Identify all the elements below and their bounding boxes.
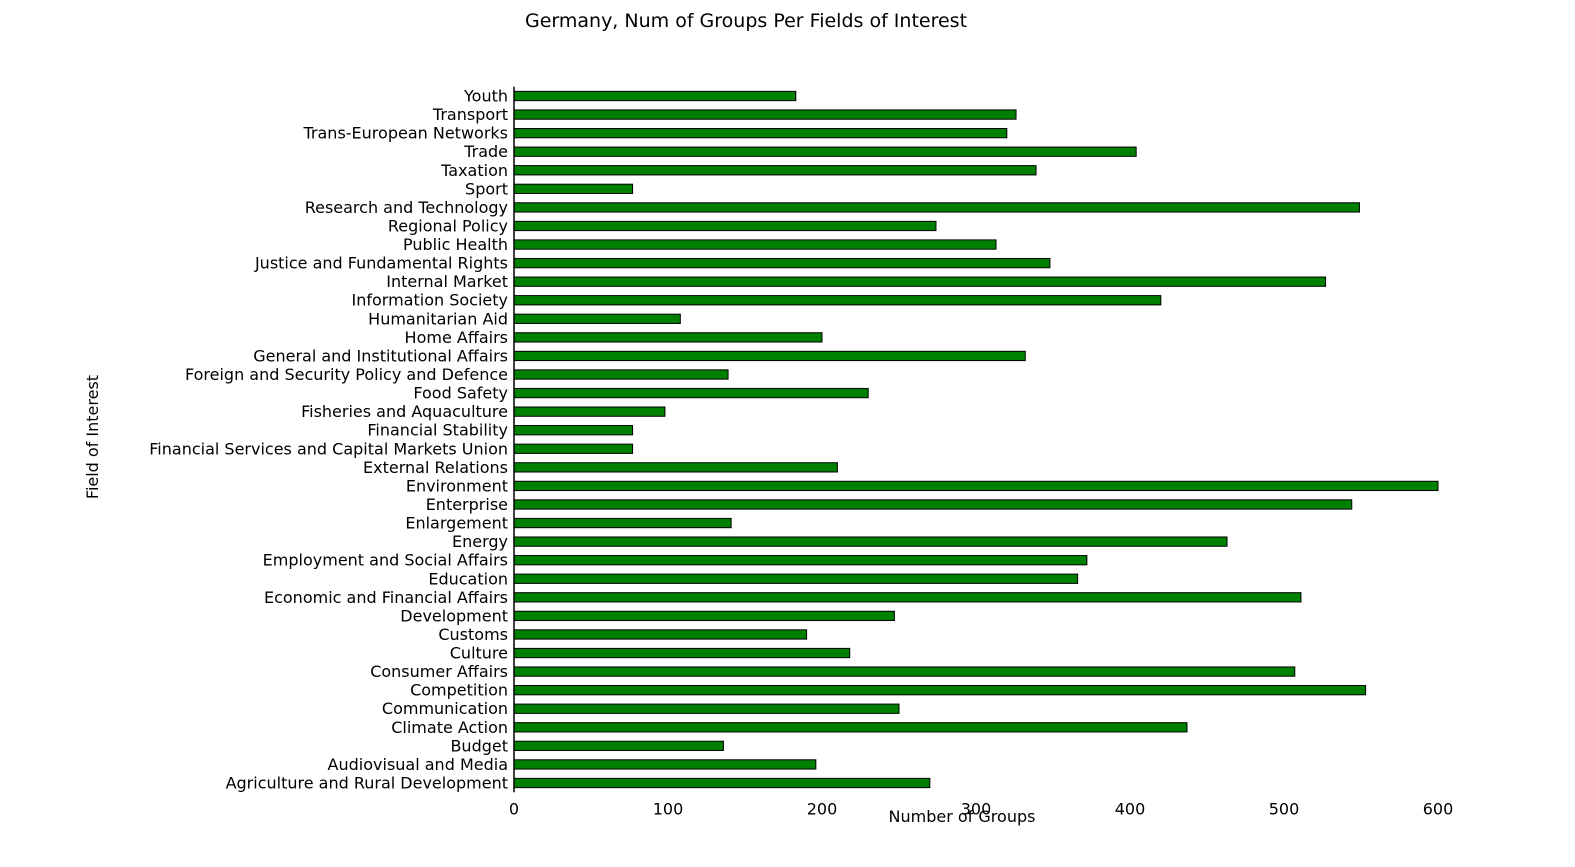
category-label-internal-market: Internal Market (386, 272, 508, 291)
category-label-external-relations: External Relations (363, 458, 508, 477)
x-tick-label-100: 100 (653, 799, 684, 818)
bar-energy (513, 536, 1228, 547)
bar-food-safety (513, 387, 869, 399)
category-label-consumer-affairs: Consumer Affairs (370, 662, 508, 681)
bar-information-society (513, 295, 1162, 306)
bar-internal-market (513, 276, 1327, 287)
category-label-financial-services-and-capital-markets-union: Financial Services and Capital Markets U… (149, 439, 508, 458)
x-tick-label-500: 500 (1269, 799, 1300, 818)
category-label-foreign-and-security-policy-and-defence: Foreign and Security Policy and Defence (185, 365, 508, 384)
category-label-humanitarian-aid: Humanitarian Aid (368, 309, 508, 328)
category-label-food-safety: Food Safety (413, 384, 508, 403)
category-label-employment-and-social-affairs: Employment and Social Affairs (263, 551, 508, 570)
y-axis-title: Field of Interest (83, 375, 102, 499)
category-label-youth: Youth (463, 87, 508, 106)
x-tick-label-200: 200 (807, 799, 838, 818)
category-label-audiovisual-and-media: Audiovisual and Media (328, 755, 508, 774)
category-label-general-and-institutional-affairs: General and Institutional Affairs (253, 346, 508, 365)
bar-communication (513, 703, 900, 714)
category-label-trans-european-networks: Trans-European Networks (303, 124, 509, 143)
x-tick-label-400: 400 (1115, 799, 1146, 818)
bar-fisheries-and-aquaculture (513, 406, 666, 417)
category-label-enlargement: Enlargement (405, 514, 508, 533)
category-label-financial-stability: Financial Stability (367, 421, 508, 440)
bar-consumer-affairs (513, 666, 1296, 677)
bars-layer (513, 90, 1439, 789)
category-label-climate-action: Climate Action (391, 718, 508, 737)
bar-agriculture-and-rural-development (513, 777, 931, 789)
bar-budget (513, 740, 724, 752)
bar-research-and-technology (513, 202, 1360, 213)
bar-environment (513, 480, 1439, 492)
bar-audiovisual-and-media (513, 759, 817, 770)
category-label-education: Education (428, 569, 508, 588)
bar-financial-stability (513, 425, 634, 436)
category-label-fisheries-and-aquaculture: Fisheries and Aquaculture (301, 402, 508, 421)
x-tick-label-0: 0 (509, 799, 519, 818)
category-label-customs: Customs (438, 625, 508, 644)
category-label-public-health: Public Health (403, 235, 508, 254)
category-label-sport: Sport (465, 179, 508, 198)
x-axis-ticks: 0 100 200 300 400 500 600 (509, 799, 1453, 818)
bar-trans-european-networks (513, 127, 1008, 139)
category-label-regional-policy: Regional Policy (388, 216, 508, 235)
category-label-competition: Competition (410, 681, 508, 700)
category-label-culture: Culture (450, 644, 508, 663)
bar-enlargement (513, 517, 732, 529)
category-label-trade: Trade (463, 142, 508, 161)
bar-enterprise (513, 499, 1353, 510)
x-axis-title: Number of Groups (889, 807, 1036, 826)
bar-humanitarian-aid (513, 313, 681, 324)
category-label-research-and-technology: Research and Technology (305, 198, 508, 217)
bar-culture (513, 647, 851, 659)
category-label-agriculture-and-rural-development: Agriculture and Rural Development (226, 774, 508, 793)
category-label-home-affairs: Home Affairs (405, 328, 508, 347)
category-label-economic-and-financial-affairs: Economic and Financial Affairs (264, 588, 508, 607)
bar-public-health (513, 239, 997, 250)
bar-transport (513, 109, 1017, 120)
category-label-transport: Transport (432, 105, 508, 124)
x-tick-label-300: 300 (961, 799, 992, 818)
bar-sport (513, 183, 634, 194)
bar-trade (513, 146, 1137, 157)
bar-financial-services-and-capital-markets-union (513, 443, 634, 454)
bar-employment-and-social-affairs (513, 555, 1088, 566)
bar-climate-action (513, 722, 1188, 733)
bar-customs (513, 629, 808, 640)
category-label-environment: Environment (406, 476, 508, 495)
category-label-development: Development (400, 606, 508, 625)
chart-title: Germany, Num of Groups Per Fields of Int… (525, 10, 967, 32)
category-label-communication: Communication (382, 699, 508, 718)
bar-external-relations (513, 462, 838, 473)
category-label-budget: Budget (450, 736, 508, 755)
bar-home-affairs (513, 332, 823, 343)
bar-education (513, 573, 1079, 584)
bar-youth (513, 90, 797, 102)
category-label-justice-and-fundamental-rights: Justice and Fundamental Rights (254, 254, 508, 273)
bar-economic-and-financial-affairs (513, 592, 1302, 603)
bar-taxation (513, 165, 1037, 176)
bar-foreign-and-security-policy-and-defence (513, 369, 729, 380)
bar-regional-policy (513, 220, 937, 232)
category-label-enterprise: Enterprise (426, 495, 508, 514)
category-label-energy: Energy (452, 532, 508, 551)
bar-general-and-institutional-affairs (513, 350, 1026, 362)
category-label-information-society: Information Society (352, 291, 508, 310)
category-label-taxation: Taxation (440, 161, 508, 180)
category-labels: Agriculture and Rural DevelopmentAudiovi… (149, 87, 508, 793)
bar-justice-and-fundamental-rights (513, 257, 1051, 269)
bar-competition (513, 685, 1367, 696)
x-tick-label-600: 600 (1423, 799, 1454, 818)
bar-development (513, 610, 895, 622)
